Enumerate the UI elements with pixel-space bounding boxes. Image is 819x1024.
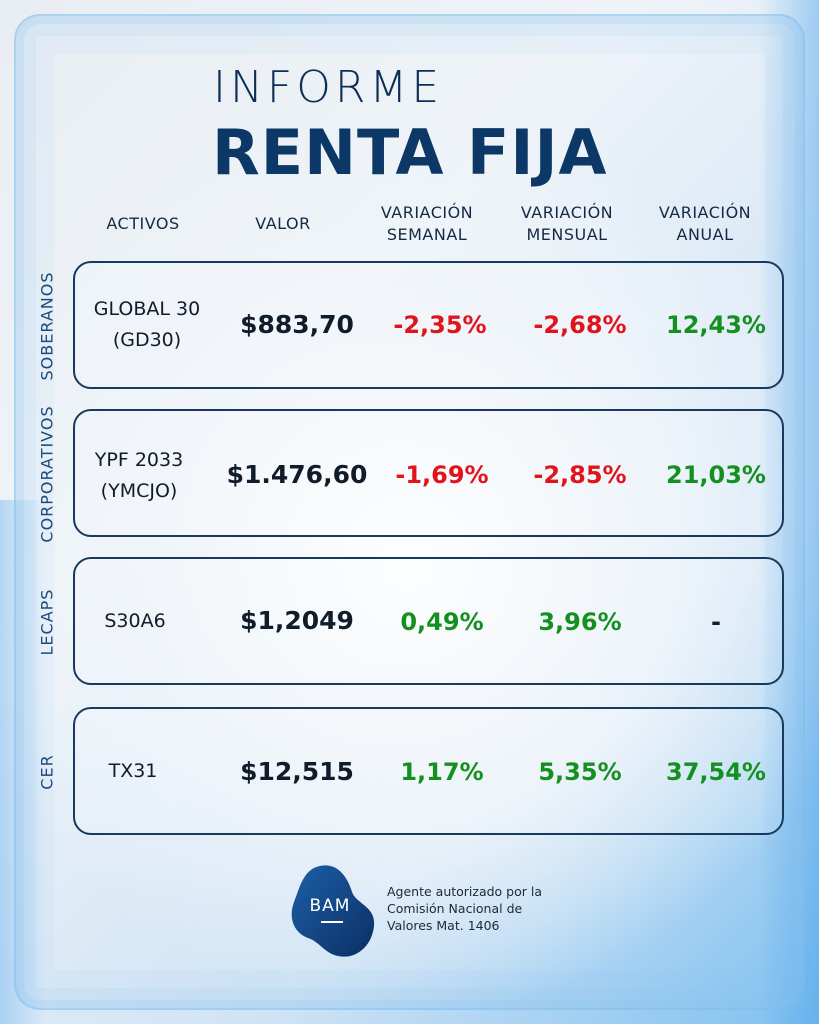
category-text: CER [37,754,57,790]
variation-annual: 21,03% [666,461,766,489]
asset-name: S30A6 [66,606,204,637]
col-header-activos: ACTIVOS [82,213,204,235]
asset-name: TX31 [64,756,202,787]
asset-value: $1.476,60 [226,460,368,489]
frame-edge-right [759,0,819,1024]
category-text: LECAPS [37,588,57,656]
asset-ticker: (YMCJO) [100,480,178,502]
col-header-semanal: VARIACIÓN SEMANAL [362,202,492,246]
logo-underline [321,921,343,923]
variation-annual: 12,43% [666,311,766,339]
variation-monthly: -2,85% [533,461,627,489]
col-header-anual: VARIACIÓN ANUAL [640,202,770,246]
variation-weekly: 1,17% [400,758,484,786]
table-row [73,261,784,389]
asset-name: YPF 2033 (YMCJO) [70,445,208,507]
table-row [73,707,784,835]
col-header-mensual-line1: VARIACIÓN [520,203,614,222]
col-header-anual-line2: ANUAL [676,225,734,244]
asset-line: YPF 2033 [94,449,184,471]
bam-logo-icon [291,865,375,957]
variation-weekly: 0,49% [400,608,484,636]
col-header-semanal-line1: VARIACIÓN [380,203,474,222]
variation-weekly: -1,69% [395,461,489,489]
frame-edge-left [0,500,45,1024]
col-header-anual-line1: VARIACIÓN [658,203,752,222]
logo-text: BAM [309,896,351,916]
col-header-mensual-line2: MENSUAL [526,225,608,244]
table-row [73,557,784,685]
asset-line: GLOBAL 30 [93,298,201,320]
footer-disclaimer: Agente autorizado por la Comisión Nacion… [387,883,587,934]
col-header-activos-label: ACTIVOS [106,214,180,233]
asset-value: $883,70 [240,310,354,339]
variation-weekly: -2,35% [393,311,487,339]
col-header-semanal-line2: SEMANAL [386,225,468,244]
col-header-valor-label: VALOR [255,214,311,233]
category-text: CORPORATIVOS [37,405,57,543]
variation-monthly: 5,35% [538,758,622,786]
variation-monthly: -2,68% [533,311,627,339]
variation-annual: - [711,608,721,636]
col-header-valor: VALOR [222,213,344,235]
category-text: SOBERANOS [37,271,57,381]
asset-value: $1,2049 [240,606,354,635]
footer-line: Valores Mat. 1406 [387,918,500,933]
asset-line: S30A6 [104,610,166,632]
title-informe: INFORME [213,62,444,113]
asset-name: GLOBAL 30 (GD30) [78,294,216,356]
asset-ticker: (GD30) [112,329,182,351]
title-renta-fija: RENTA FIJA [212,116,608,189]
footer-line: Comisión Nacional de [387,901,523,916]
variation-annual: 37,54% [666,758,766,786]
footer-line: Agente autorizado por la [387,884,543,899]
col-header-mensual: VARIACIÓN MENSUAL [502,202,632,246]
table-row [73,409,784,537]
asset-line: TX31 [108,760,158,782]
variation-monthly: 3,96% [538,608,622,636]
asset-value: $12,515 [240,757,354,786]
